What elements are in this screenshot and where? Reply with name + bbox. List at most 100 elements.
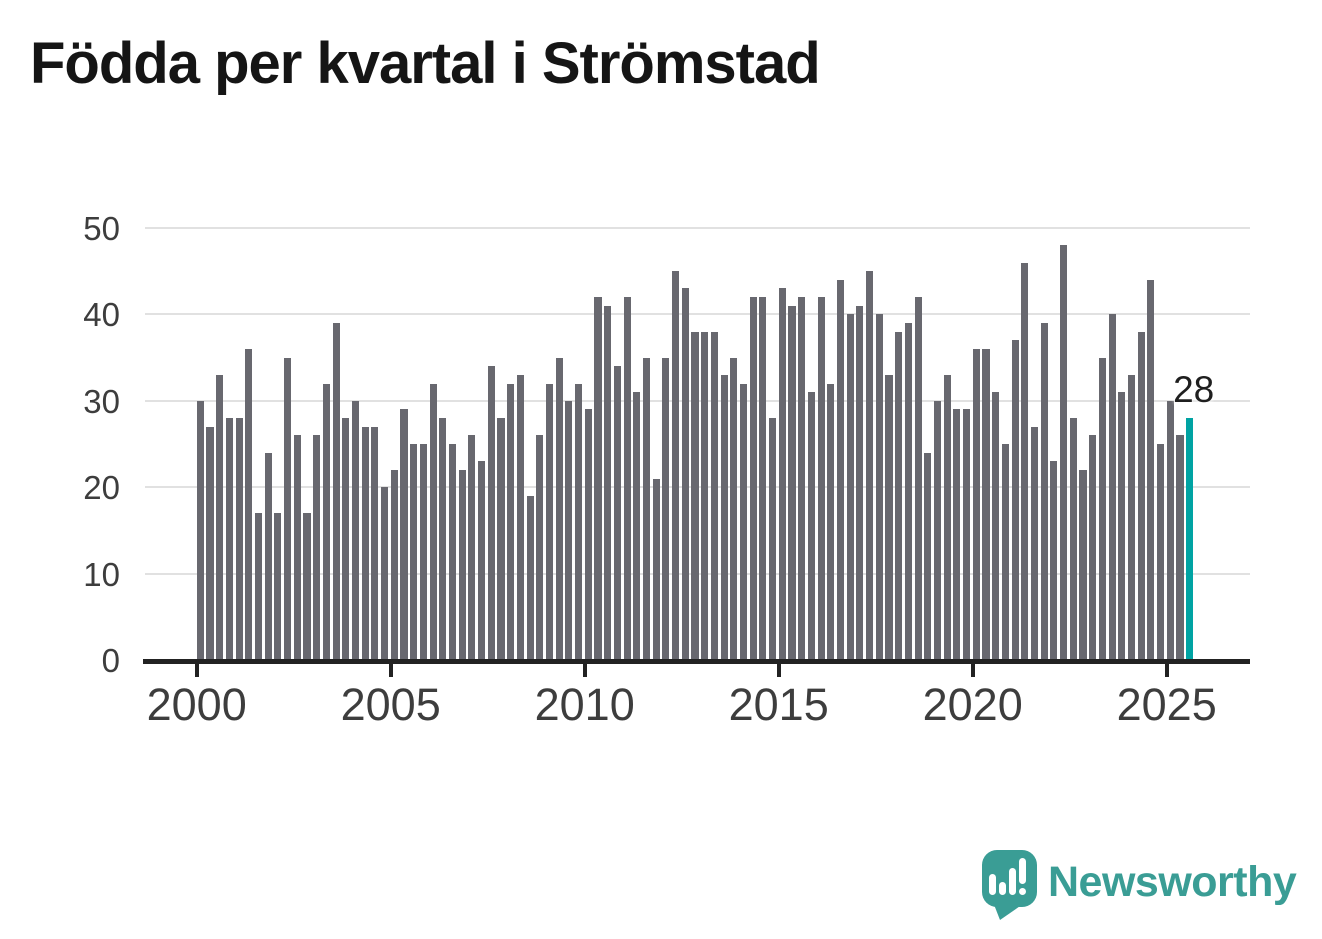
bar — [1079, 469, 1087, 660]
x-axis-tick-label: 2010 — [534, 679, 635, 730]
bar — [526, 495, 534, 660]
y-axis-tick-label: 20 — [83, 469, 120, 507]
y-axis-tick-label: 50 — [83, 210, 120, 247]
bar — [419, 444, 427, 660]
bar — [575, 383, 583, 660]
brand-footer: Newsworthy — [982, 848, 1302, 928]
bar — [701, 331, 709, 660]
bar — [322, 383, 330, 660]
bar — [1001, 444, 1009, 660]
bar — [885, 374, 893, 660]
logo-exclamation-dot-icon — [1019, 888, 1026, 895]
bar — [293, 435, 301, 660]
bar — [584, 409, 592, 660]
bar — [798, 297, 806, 660]
bar — [613, 366, 621, 660]
bar — [1157, 444, 1165, 660]
bar — [410, 444, 418, 660]
last-value-annotation: 28 — [1173, 369, 1215, 411]
x-axis-tick-label: 2025 — [1116, 679, 1217, 730]
bar — [429, 383, 437, 660]
logo-bar-icon — [989, 874, 996, 895]
logo-bar-icon — [1009, 868, 1016, 895]
bar — [1050, 461, 1058, 660]
bar — [487, 366, 495, 660]
logo-exclamation-icon — [1019, 858, 1026, 884]
bar — [856, 305, 864, 660]
bar — [516, 374, 524, 660]
x-axis-tick — [776, 664, 781, 677]
bar — [478, 461, 486, 660]
bar — [196, 400, 204, 660]
bar — [662, 357, 670, 660]
bar — [565, 400, 573, 660]
y-axis-tick-label: 30 — [83, 382, 120, 420]
bar — [439, 418, 447, 660]
bar — [342, 418, 350, 660]
bar — [642, 357, 651, 660]
bar — [623, 297, 631, 660]
brand-name: Newsworthy — [1048, 858, 1297, 906]
bar — [1040, 323, 1048, 660]
bar — [206, 426, 214, 660]
bar — [866, 271, 874, 660]
bar — [953, 409, 961, 660]
bar — [943, 374, 951, 660]
x-axis-tick-label: 2020 — [922, 679, 1023, 730]
bar — [846, 314, 854, 660]
bar — [1118, 392, 1126, 660]
bar — [468, 435, 476, 660]
x-axis-line — [143, 659, 1250, 664]
bar — [895, 331, 903, 660]
x-axis-tick-label: 2005 — [340, 679, 441, 730]
bar — [1069, 418, 1077, 660]
bar — [545, 383, 554, 660]
logo-speech-tail-icon — [993, 902, 1026, 920]
bar — [672, 271, 680, 660]
bar — [507, 383, 515, 660]
bar — [536, 435, 544, 660]
bar — [1021, 262, 1029, 660]
bar — [1127, 374, 1136, 660]
bar — [933, 400, 942, 660]
bar — [1060, 245, 1068, 660]
bar — [225, 418, 233, 660]
x-axis-tick-label: 2000 — [146, 679, 247, 730]
bar — [448, 444, 457, 660]
bar — [992, 392, 1000, 660]
y-axis-tick-label: 10 — [83, 555, 120, 593]
bar — [769, 418, 777, 660]
bar — [254, 513, 263, 660]
logo-bar-icon — [999, 882, 1006, 895]
bar — [313, 435, 321, 660]
bar — [555, 357, 563, 660]
bar — [274, 513, 282, 660]
bar — [759, 297, 767, 660]
x-axis-tick — [1164, 664, 1169, 677]
bar — [1108, 314, 1116, 660]
chart-title: Födda per kvartal i Strömstad — [30, 31, 821, 96]
bar — [914, 297, 922, 660]
bar — [720, 374, 728, 660]
x-axis-tick — [970, 664, 975, 677]
bar — [303, 513, 311, 660]
bar — [1089, 435, 1097, 660]
bar — [390, 469, 398, 660]
bar — [497, 418, 505, 660]
bar — [924, 452, 932, 660]
bar — [1137, 331, 1145, 660]
x-axis-tick-label: 2015 — [728, 679, 829, 730]
bar — [807, 392, 815, 660]
bar — [982, 348, 990, 660]
bar — [1030, 426, 1039, 660]
y-gridline — [145, 313, 1250, 316]
bar — [371, 426, 379, 660]
y-axis-tick-label: 0 — [101, 642, 120, 679]
bar — [216, 374, 224, 660]
bar — [963, 409, 971, 660]
bar — [400, 409, 408, 660]
bar — [730, 357, 738, 660]
bar — [904, 323, 912, 660]
bar — [1147, 279, 1155, 660]
